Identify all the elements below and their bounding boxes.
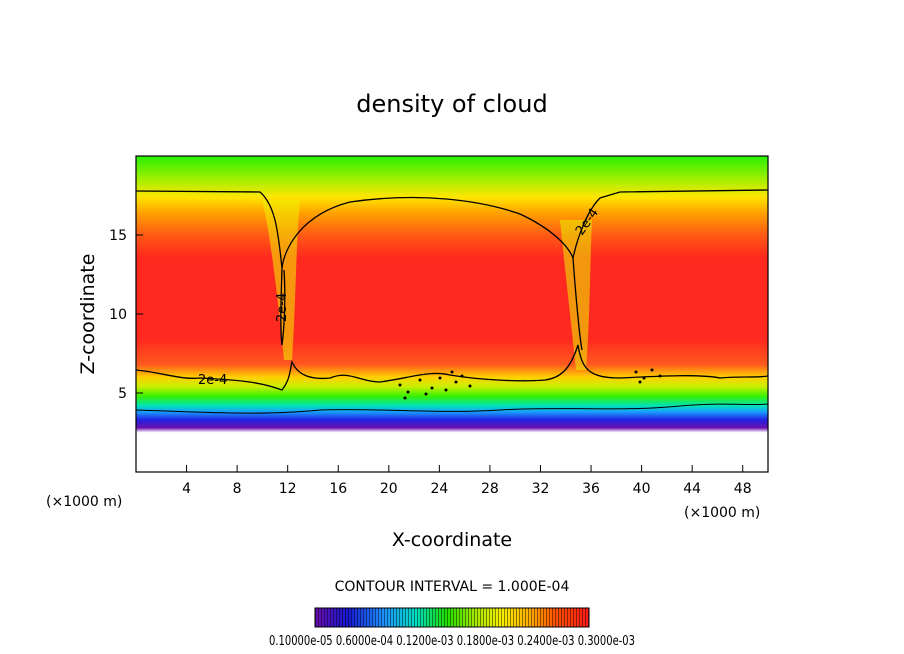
y-axis-ticks: 5 10 15 — [109, 228, 143, 402]
y-tick-label: 5 — [118, 386, 127, 402]
x-tick-label: 36 — [582, 481, 600, 497]
contour-line-lower — [136, 344, 768, 391]
x-tick-label: 4 — [182, 481, 191, 497]
density-field — [136, 156, 768, 472]
contour-interval-text: CONTOUR INTERVAL = 1.000E-04 — [335, 579, 570, 595]
x-axis-label: X-coordinate — [392, 529, 512, 551]
x-tick-label: 24 — [430, 481, 448, 497]
contour-speckles — [398, 368, 662, 400]
contour-line-upper — [136, 189, 768, 269]
x-tick-label: 28 — [481, 481, 499, 497]
colorbar — [314, 607, 590, 628]
contour-label: 2e-4 — [275, 293, 290, 322]
x-tick-label: 8 — [233, 481, 242, 497]
x-axis-ticks: 4 8 12 16 20 24 28 32 36 40 44 48 — [182, 465, 752, 497]
x-tick-label: 16 — [329, 481, 347, 497]
x-tick-label: 44 — [683, 481, 701, 497]
contour-line-bottom — [136, 403, 768, 414]
contour-line-core-right — [572, 257, 583, 351]
x-tick-label: 32 — [532, 481, 550, 497]
y-tick-label: 15 — [109, 228, 127, 244]
y-axis-label: Z-coordinate — [77, 254, 99, 375]
contour-line-core-left — [280, 267, 286, 346]
x-axis-unit-left: (×1000 m) — [46, 494, 122, 510]
colorbar-labels: 0.10000e-05 0.6000e-04 0.1200e-03 0.1800… — [269, 634, 635, 649]
x-tick-label: 12 — [279, 481, 297, 497]
contour-label: 2e-4 — [198, 373, 227, 388]
x-axis-unit-right: (×1000 m) — [684, 505, 760, 521]
chart-title: density of cloud — [356, 90, 547, 118]
plot-area — [136, 156, 768, 472]
x-tick-label: 48 — [734, 481, 752, 497]
y-tick-label: 10 — [109, 307, 127, 323]
colorbar-stripes — [315, 608, 589, 627]
x-tick-label: 40 — [633, 481, 651, 497]
x-tick-label: 20 — [380, 481, 398, 497]
